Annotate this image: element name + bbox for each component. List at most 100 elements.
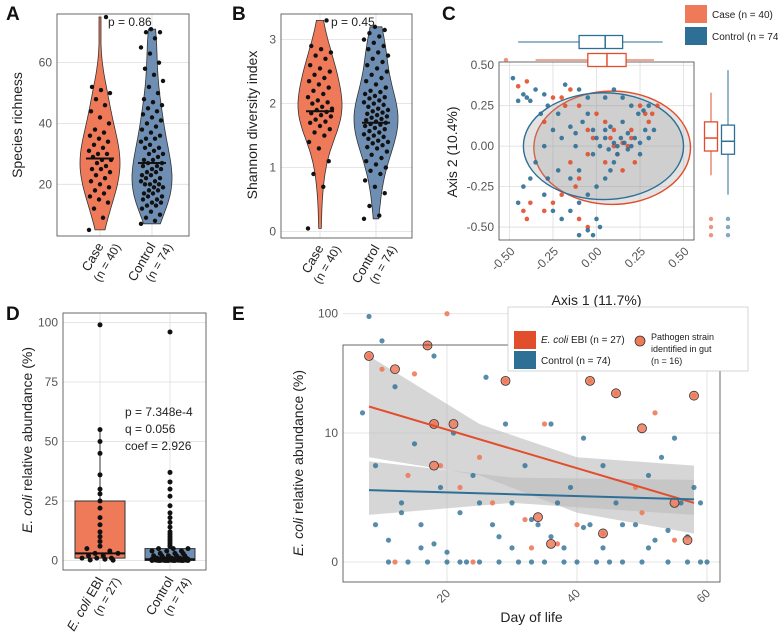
panel-e-point-control [509,500,515,506]
panel-a-point [152,218,158,223]
panel-c-point [562,82,568,87]
panel-e-point-pathogen [390,364,400,375]
panel-c-point [576,168,582,173]
panel-e-point-control [385,537,392,543]
panel-b-point [374,146,380,151]
panel-e-point-ebi [489,500,496,506]
panel-c-xtick-group: 0.25 [622,244,649,271]
panel-e-point-control [678,500,684,506]
panel-a-point [160,151,166,157]
panel-a-point [150,191,156,196]
panel-c-point [618,135,624,141]
panel-a-point [157,212,163,217]
panel-e-legend-pathogen: Pathogen strain [651,332,714,342]
panel-e-xtick-group: 60 [694,586,714,606]
panel-a-point [102,103,108,108]
panel-c-point [559,95,564,100]
panel-b-point [313,53,318,58]
panel-e-ytick: 0 [331,555,338,569]
panel-a-point [96,136,102,141]
panel-e-legend-swatch-control [514,351,536,369]
panel-b-point [380,143,385,148]
panel-c-point [576,232,582,238]
panel-e-point-control [444,549,450,555]
panel-c-point [533,160,538,165]
panel-d-ytick: 100 [38,316,58,330]
panel-e-point-control [567,484,574,491]
panel-c-point [515,98,521,104]
panel-c-point [597,143,603,149]
panel-b-point [317,66,323,71]
panel-e-point-ebi [444,311,450,317]
panel-d-point [94,555,100,561]
panel-c-point [651,127,657,133]
panel-e-point-control [411,441,418,447]
panel-c-point [568,176,573,181]
panel-a-point [158,200,164,205]
panel-c-xtick: 0.00 [578,244,605,271]
panel-b-pvalue: p = 0.45 [331,15,375,29]
panel-c-point [545,103,551,108]
panel-e-point-ebi [411,371,418,377]
panel-b-point [365,62,370,68]
panel-b-point [370,141,375,146]
panel-a-point [143,30,149,35]
panel-a-point [144,169,150,175]
panel-a-ylabel: Species richness [9,72,25,178]
panel-c-point [550,95,556,100]
panel-a-point [156,182,162,187]
panel-d-point [167,524,173,530]
panel-e-point-control [704,559,710,565]
panel-e-point-control [639,559,645,565]
panel-b-point [372,184,378,189]
panel-c-point [555,168,561,173]
panel-b-point [367,128,372,134]
panel-c-right-outlier [708,216,714,222]
panel-d-point [97,450,103,456]
panel-a-point [138,45,144,50]
panel-a-point [139,206,145,211]
panel-e-point-control [665,559,671,565]
panel-a-point [151,72,157,78]
panel-e-point-control [476,559,483,565]
panel-d-point [92,550,98,556]
panel-e-point-control [463,559,470,565]
panel-b-point [322,75,327,81]
panel-e-point-control [645,472,652,479]
panel-e-point-control [372,463,379,469]
panel-b-point [380,110,385,115]
panel-a-point [86,227,92,233]
panel-e-legend-pathogen: (n = 16) [651,356,682,366]
panel-a-point [138,179,144,184]
panel-c-point [620,168,625,173]
panel-d-point [164,548,170,554]
panel-b-point [305,95,311,100]
panel-c-point [642,127,648,133]
panel-d-point [97,427,103,433]
panel-b-point [361,132,367,137]
panel-e-point-control [470,472,476,479]
panel-b-point [326,85,331,90]
panel-a-point [160,185,166,190]
panel-c-xtick-group: 0.00 [578,244,605,271]
panel-d-point [180,557,186,563]
panel-d-ytick: 75 [45,375,59,389]
panel-b-point [363,118,369,123]
panel-c-point [585,127,591,133]
panel-b-point [379,116,384,122]
panel-c-point [568,160,573,165]
panel-d-xtick-group: Control(n = 74) [143,574,194,618]
panel-d-point [115,550,121,556]
panel-c-point [541,119,547,125]
panel-b-frame [280,13,413,239]
panel-e-point-control [398,500,405,506]
panel-b-point [377,213,382,218]
panel-c-point [515,200,521,206]
panel-e-point-control [561,545,567,551]
panel-b-point [366,47,371,52]
panel-b-point [369,152,374,157]
panel-a-point [139,172,145,178]
panel-a-point [107,90,113,96]
panel-c-xlabel: Axis 1 (11.7%) [552,292,642,308]
panel-c-point [585,192,591,197]
